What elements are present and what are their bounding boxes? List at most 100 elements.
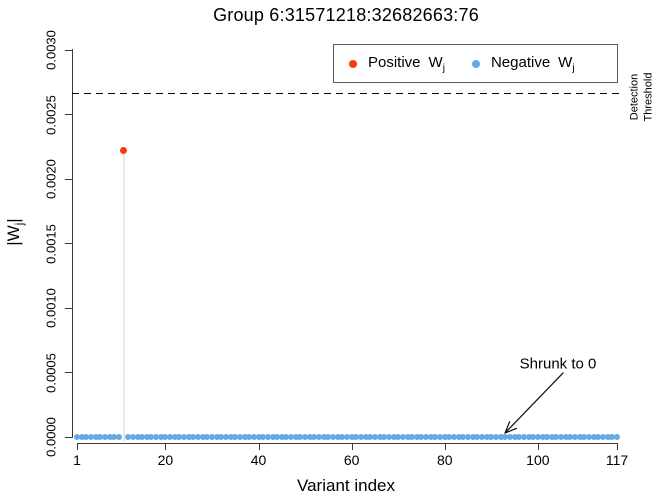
negative-point xyxy=(492,434,499,440)
negative-point xyxy=(195,434,202,440)
negative-point xyxy=(441,434,448,440)
negative-point xyxy=(581,434,588,440)
negative-marker-icon xyxy=(471,59,480,68)
negative-point xyxy=(339,434,346,440)
negative-point xyxy=(241,434,248,440)
negative-point xyxy=(218,434,225,440)
x-axis-label: Variant index xyxy=(297,476,395,495)
negative-point xyxy=(157,434,164,440)
negative-point xyxy=(562,434,569,440)
x-axis-tick-label: 1 xyxy=(73,452,81,468)
negative-point xyxy=(558,434,565,440)
shrunk-annotation-text: Shrunk to 0 xyxy=(519,355,597,373)
negative-point xyxy=(283,434,290,440)
negative-point xyxy=(115,434,122,440)
legend-label-negative: Negative Wj xyxy=(490,53,575,74)
negative-point xyxy=(92,434,99,440)
negative-point xyxy=(609,434,616,440)
y-axis-tick xyxy=(65,307,72,309)
negative-point xyxy=(176,434,183,440)
negative-point xyxy=(460,434,467,440)
negative-point xyxy=(432,434,439,440)
negative-point xyxy=(437,434,444,440)
legend-label-positive: Positive Wj xyxy=(368,53,445,74)
negative-point xyxy=(302,434,309,440)
negative-point xyxy=(97,434,104,440)
negative-point xyxy=(506,434,513,440)
negative-point xyxy=(222,434,229,440)
negative-point xyxy=(232,434,239,440)
negative-point xyxy=(106,434,113,440)
negative-point xyxy=(427,434,434,440)
negative-point xyxy=(413,434,420,440)
negative-point xyxy=(576,434,583,440)
negative-point xyxy=(567,434,574,440)
negative-point xyxy=(399,434,406,440)
negative-point xyxy=(269,434,276,440)
negative-point xyxy=(246,434,253,440)
negative-point xyxy=(111,434,118,440)
negative-point xyxy=(381,434,388,440)
negative-point xyxy=(548,434,555,440)
negative-point xyxy=(334,434,341,440)
x-axis-tick xyxy=(77,443,78,450)
negative-point xyxy=(125,434,132,440)
x-axis-tick xyxy=(617,443,618,450)
chart-title: Group 6:31571218:32682663:76 xyxy=(213,5,479,25)
negative-point xyxy=(278,434,285,440)
negative-point xyxy=(348,434,355,440)
x-axis-line xyxy=(77,443,618,444)
negative-point xyxy=(586,434,593,440)
x-axis-tick-label: 40 xyxy=(250,452,267,468)
negative-point xyxy=(353,434,360,440)
legend-item-negative: Negative Wj xyxy=(471,53,575,74)
y-axis-tick-label: 0.0000 xyxy=(43,417,59,457)
negative-point xyxy=(469,434,476,440)
threshold-line xyxy=(72,93,620,94)
negative-point xyxy=(320,434,327,440)
negative-point xyxy=(292,434,299,440)
y-axis-tick-label: 0.0020 xyxy=(43,159,59,199)
negative-point xyxy=(409,434,416,440)
negative-point xyxy=(534,434,541,440)
y-axis-tick xyxy=(65,49,72,51)
y-axis-tick xyxy=(65,372,72,373)
y-axis-tick-label: 0.0025 xyxy=(43,94,59,135)
negative-point xyxy=(171,434,178,440)
negative-point xyxy=(544,434,551,440)
negative-point xyxy=(311,434,318,440)
negative-point xyxy=(483,434,490,440)
negative-point xyxy=(250,434,257,440)
negative-point xyxy=(101,434,108,440)
negative-point xyxy=(367,434,374,440)
y-axis-tick xyxy=(65,436,72,438)
negative-point xyxy=(572,434,579,440)
y-axis-tick-label: 0.0015 xyxy=(43,223,59,264)
negative-point xyxy=(264,434,271,440)
negative-point xyxy=(129,434,136,440)
negative-point xyxy=(209,434,215,440)
y-axis-tick-label: 0.0005 xyxy=(43,352,59,393)
negative-point xyxy=(181,434,188,440)
negative-point xyxy=(511,434,518,440)
negative-point xyxy=(418,434,425,440)
negative-point xyxy=(595,434,602,440)
negative-point xyxy=(600,434,607,440)
negative-point xyxy=(385,434,392,440)
y-axis-tick-label: 0.0010 xyxy=(43,288,59,328)
y-axis-tick xyxy=(65,178,72,180)
negative-point xyxy=(465,434,472,440)
negative-point xyxy=(451,434,458,440)
negative-point xyxy=(344,434,350,440)
negative-point xyxy=(371,434,378,440)
negative-point xyxy=(190,434,197,440)
negative-point xyxy=(78,434,85,440)
x-axis-tick-label: 20 xyxy=(157,452,174,468)
negative-point xyxy=(274,434,281,440)
negative-point xyxy=(288,434,295,440)
negative-point xyxy=(614,434,620,440)
negative-point xyxy=(316,434,323,440)
negative-point xyxy=(185,434,192,440)
negative-point xyxy=(479,434,485,440)
negative-point xyxy=(236,434,243,440)
